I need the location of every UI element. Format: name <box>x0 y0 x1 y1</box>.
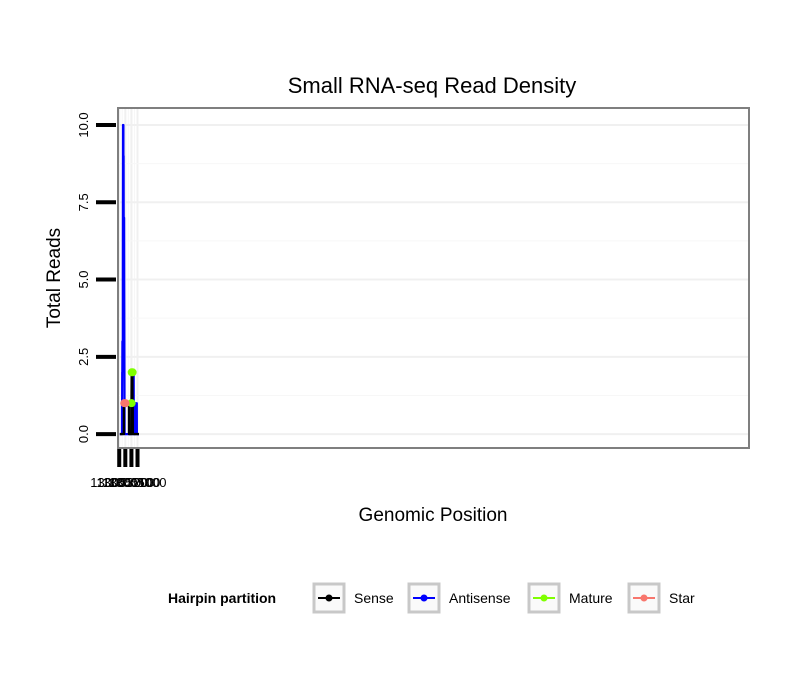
x-axis-title: Genomic Position <box>359 505 508 526</box>
grid-lines <box>118 108 749 448</box>
y-tick-label: 7.5 <box>76 193 91 211</box>
legend-label-antisense: Antisense <box>449 590 511 606</box>
y-tick-label: 5.0 <box>76 270 91 288</box>
legend-label-mature: Mature <box>569 590 613 606</box>
y-tick-label: 2.5 <box>76 348 91 366</box>
legend: Hairpin partition Sense Antisense Mature St… <box>168 582 695 614</box>
legend-key-point-antisense <box>420 594 428 602</box>
y-axis-title: Total Reads <box>44 228 65 328</box>
legend-label-star: Star <box>669 590 695 606</box>
plot-panel <box>118 108 749 448</box>
chart-title: Small RNA-seq Read Density <box>288 73 577 98</box>
legend-title: Hairpin partition <box>168 590 276 606</box>
legend-label-sense: Sense <box>354 590 394 606</box>
x-tick-label: 13005000 <box>109 475 167 490</box>
legend-key-point-star <box>640 594 648 602</box>
legend-key-point-sense <box>325 594 333 602</box>
y-tick-label: 10.0 <box>76 112 91 137</box>
legend-key-point-mature <box>540 594 548 602</box>
x-tick-label: 13005300 <box>90 475 148 490</box>
plot-panel-border <box>117 107 750 449</box>
plot-series <box>119 123 139 436</box>
x-tick-label: 13005100 <box>102 475 160 490</box>
y-tick-label: 0.0 <box>76 425 91 443</box>
x-tick-label: 13005200 <box>96 475 154 490</box>
y-axis: 0.0 2.5 5.0 7.5 10.0 <box>76 112 116 443</box>
